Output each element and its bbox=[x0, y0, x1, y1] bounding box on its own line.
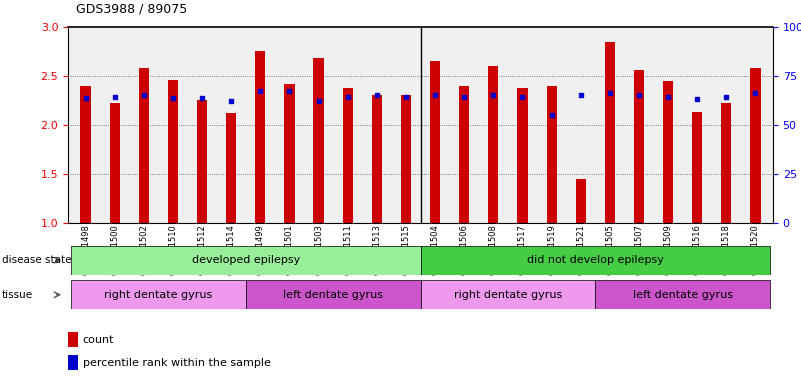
Bar bbox=[71, 246, 421, 275]
Bar bbox=[546, 86, 557, 223]
Text: right dentate gyrus: right dentate gyrus bbox=[104, 290, 212, 300]
Bar bbox=[68, 333, 78, 348]
Bar bbox=[751, 68, 761, 223]
Bar bbox=[71, 280, 246, 309]
Bar bbox=[576, 179, 586, 223]
Bar bbox=[459, 86, 469, 223]
Bar bbox=[663, 81, 673, 223]
Bar bbox=[246, 280, 421, 309]
Text: right dentate gyrus: right dentate gyrus bbox=[454, 290, 562, 300]
Bar bbox=[197, 100, 207, 223]
Bar bbox=[80, 86, 91, 223]
Bar bbox=[400, 96, 411, 223]
Bar bbox=[139, 68, 149, 223]
Text: count: count bbox=[83, 335, 114, 345]
Bar bbox=[595, 280, 770, 309]
Bar bbox=[110, 103, 120, 223]
Bar bbox=[313, 58, 324, 223]
Bar bbox=[489, 66, 498, 223]
Bar bbox=[421, 246, 770, 275]
Bar bbox=[517, 88, 528, 223]
Text: did not develop epilepsy: did not develop epilepsy bbox=[527, 255, 664, 265]
Bar bbox=[372, 96, 382, 223]
Text: percentile rank within the sample: percentile rank within the sample bbox=[83, 358, 271, 368]
Bar bbox=[226, 113, 236, 223]
Text: GDS3988 / 89075: GDS3988 / 89075 bbox=[76, 2, 187, 15]
Bar bbox=[721, 103, 731, 223]
Text: disease state: disease state bbox=[2, 255, 71, 265]
Bar bbox=[256, 51, 265, 223]
Text: left dentate gyrus: left dentate gyrus bbox=[633, 290, 733, 300]
Bar bbox=[343, 88, 352, 223]
Bar bbox=[430, 61, 441, 223]
Text: tissue: tissue bbox=[2, 290, 33, 300]
Text: developed epilepsy: developed epilepsy bbox=[191, 255, 300, 265]
Bar bbox=[605, 41, 615, 223]
Bar bbox=[168, 80, 178, 223]
Bar bbox=[284, 84, 295, 223]
Bar bbox=[421, 280, 595, 309]
Text: left dentate gyrus: left dentate gyrus bbox=[283, 290, 383, 300]
Bar bbox=[692, 112, 702, 223]
Bar bbox=[68, 355, 78, 370]
Bar bbox=[634, 70, 644, 223]
